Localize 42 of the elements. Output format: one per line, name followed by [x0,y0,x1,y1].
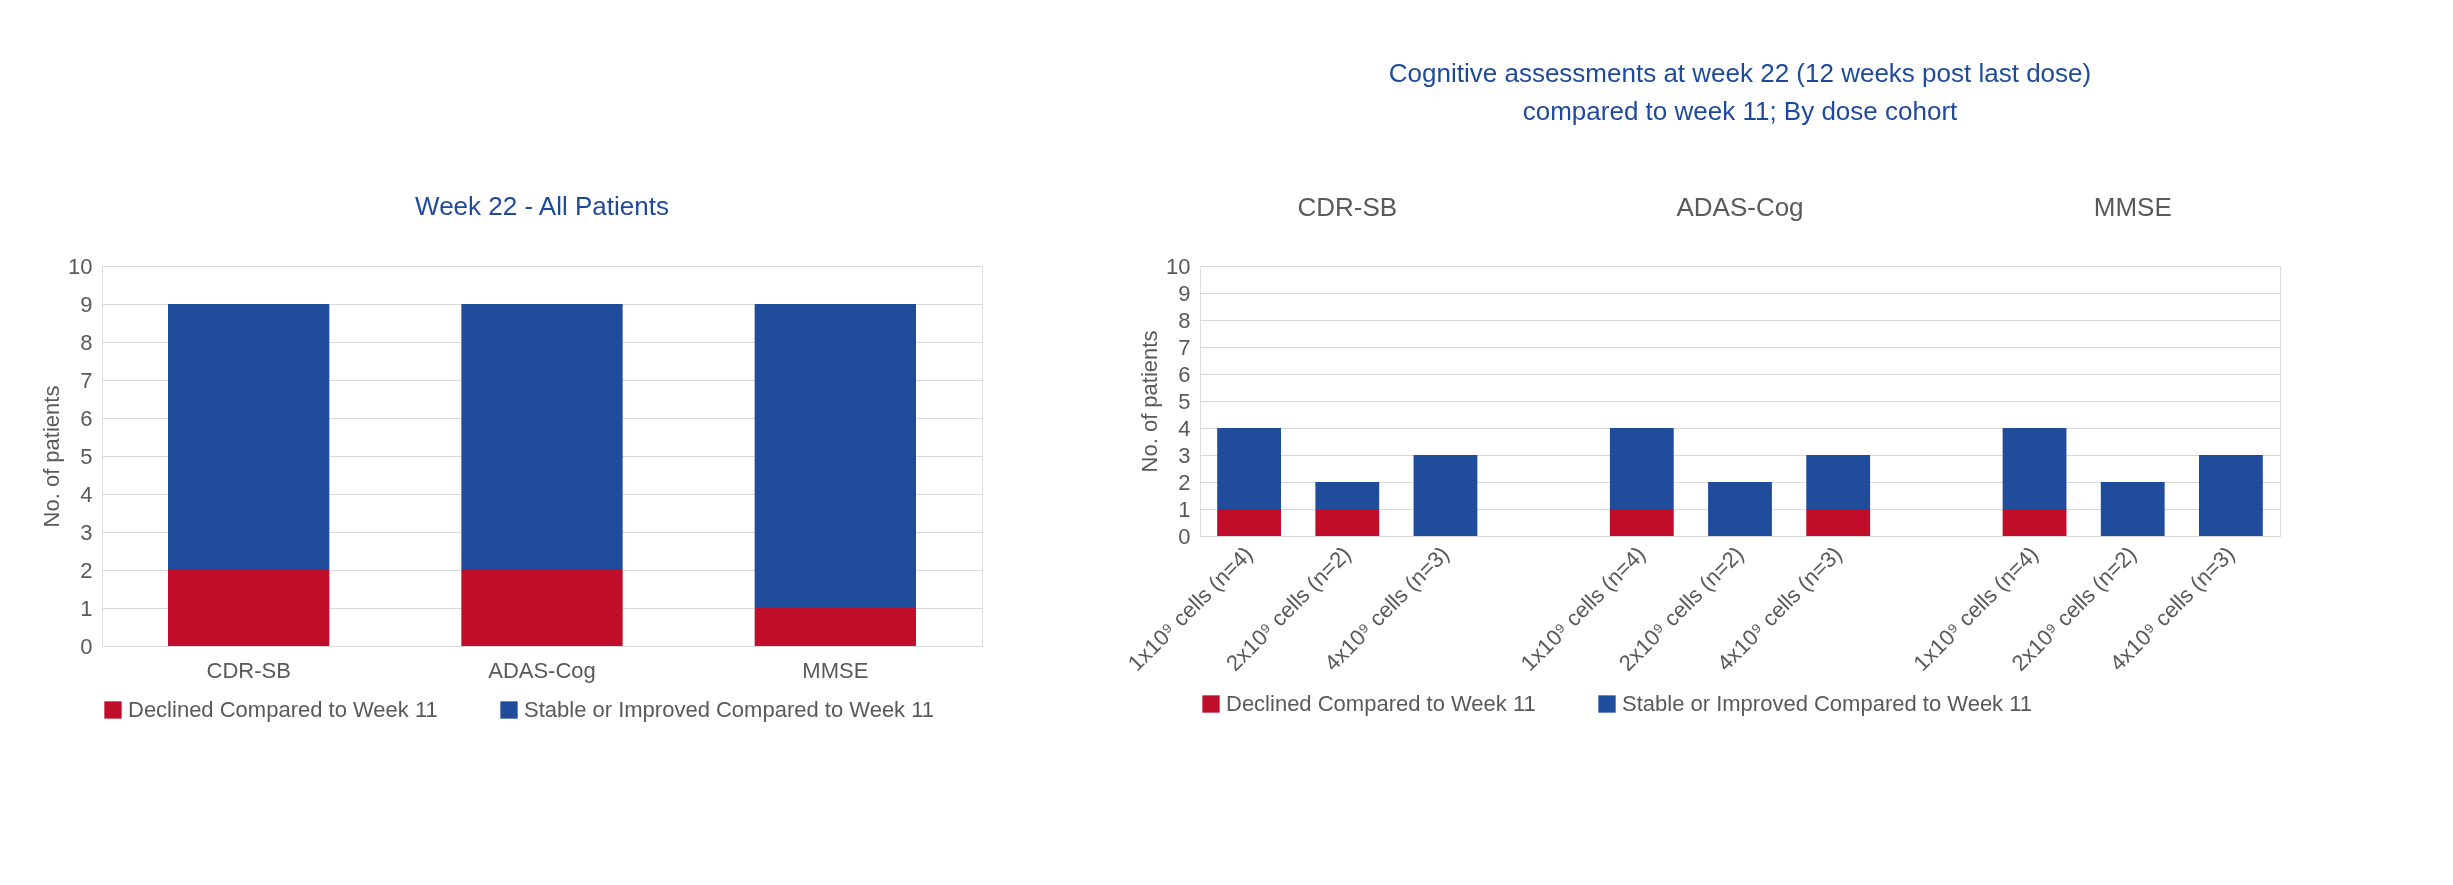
text: ADAS-Cog [1676,192,1804,222]
legend-label: Declined Compared to Week 11 [1226,691,1536,716]
y-tick-label: 7 [1178,334,1191,360]
bar [754,608,916,646]
y-tick-label: 6 [80,405,93,431]
x-tick-label: MMSE [802,657,869,683]
y-tick-label: 9 [1178,280,1191,306]
bar [168,304,330,570]
text: CDR-SB [1297,192,1398,222]
y-tick-label: 1 [80,595,93,621]
bar [461,304,623,570]
x-tick-label: CDR-SB [206,657,291,683]
legend-label: Declined Compared to Week 11 [128,697,438,722]
y-tick-label: 1 [1178,496,1191,522]
y-tick-label: 10 [1166,253,1191,279]
legend-label: Stable or Improved Compared to Week 11 [524,697,935,722]
y-tick-label: 4 [80,481,93,507]
y-tick-label: 0 [80,633,93,659]
x-tick-label: ADAS-Cog [488,657,596,683]
bar [461,570,623,646]
bar [168,570,330,646]
y-tick-label: 7 [80,367,93,393]
text: MMSE [2093,192,2172,222]
bar [754,304,916,608]
y-tick-label: 5 [1178,388,1191,414]
chart-title: Cognitive assessments at week 22 (12 weeks post last dose) compared to week 11; By dose cohort [1388,58,2092,126]
y-tick-label: 9 [80,291,93,317]
y-tick-label: 6 [1178,361,1191,387]
y-axis-title: No. of patients [39,385,65,528]
y-tick-label: 2 [1178,469,1191,495]
chart-title: Week 22 - All Patients [415,191,669,221]
y-axis-title: No. of patients [1137,330,1163,473]
legend-label: Stable or Improved Compared to Week 11 [1622,691,2033,716]
y-tick-label: 5 [80,443,93,469]
y-tick-label: 8 [80,329,93,355]
y-tick-label: 10 [68,253,93,279]
y-tick-label: 4 [1178,415,1191,441]
y-tick-label: 3 [80,519,93,545]
y-tick-label: 3 [1178,442,1191,468]
y-tick-label: 8 [1178,307,1191,333]
y-tick-label: 2 [80,557,93,583]
y-tick-label: 0 [1178,523,1191,549]
